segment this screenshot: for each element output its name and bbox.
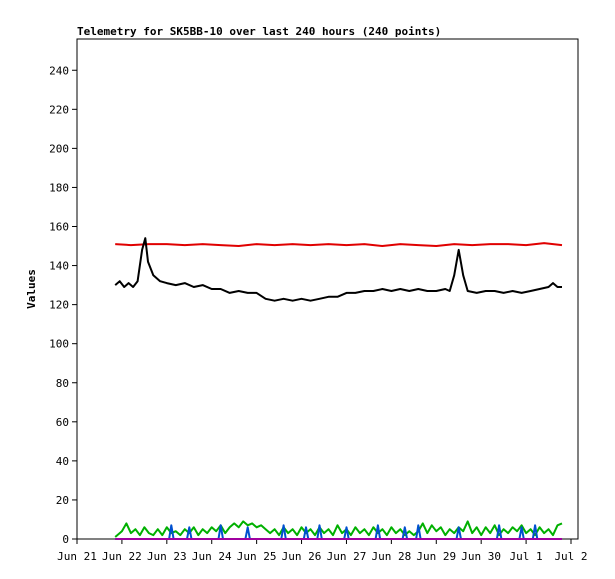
y-tick-label: 220 [49,103,69,116]
y-axis: 0 20 40 60 80 100 120 140 160 180 200 220 240 [49,64,77,546]
y-tick-label: 0 [62,533,69,546]
y-tick-label: 100 [49,338,69,351]
y-tick-label: 160 [49,221,69,234]
x-tick-label: Jun 22 [102,550,142,563]
y-tick-label: 80 [56,377,69,390]
x-tick-label: Jun 23 [147,550,187,563]
y-tick-label: 180 [49,181,69,194]
x-tick-label: Jun 21 [57,550,97,563]
chart-title: Telemetry for SK5BB-10 over last 240 hou… [77,25,441,38]
x-tick-label: Jul 2 [554,550,587,563]
y-axis-label: Values [25,269,38,309]
series-lines [114,237,563,540]
y-tick-label: 60 [56,416,69,429]
x-axis: Jun 21 Jun 22 Jun 23 Jun 24 Jun 25 Jun 26 Jun … [57,539,588,563]
x-tick-label: Jun 27 [327,550,367,563]
x-tick-label: Jun 29 [416,550,456,563]
x-tick-label: Jun 30 [461,550,501,563]
x-tick-label: Jun 24 [192,550,232,563]
y-tick-label: 20 [56,494,69,507]
y-tick-label: 140 [49,260,69,273]
y-tick-label: 200 [49,142,69,155]
x-tick-label: Jun 26 [282,550,322,563]
y-tick-label: 40 [56,455,69,468]
x-tick-label: Jul 1 [510,550,543,563]
y-tick-label: 240 [49,64,69,77]
y-tick-label: 120 [49,299,69,312]
series-line-2 [114,237,562,302]
x-tick-label: Jun 28 [371,550,411,563]
x-tick-label: Jun 25 [237,550,277,563]
series-line-3 [114,520,563,538]
series-line-1 [115,242,563,247]
series-line-4 [115,524,562,540]
